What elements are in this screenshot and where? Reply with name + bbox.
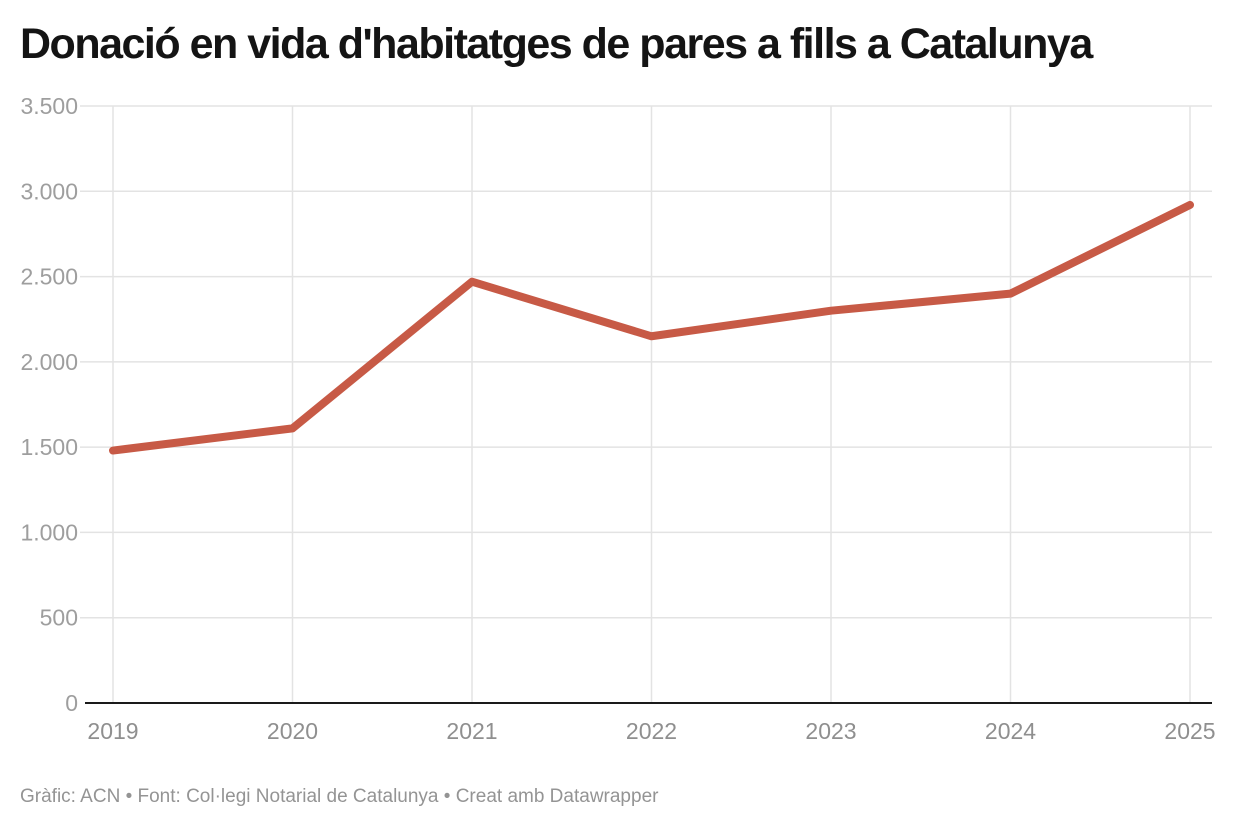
- y-tick-label: 2.500: [20, 264, 78, 290]
- x-tick-label: 2021: [446, 718, 497, 744]
- y-tick-label: 2.000: [20, 349, 78, 375]
- x-gridlines: [112, 106, 1191, 703]
- data-line-group: [109, 200, 1194, 455]
- y-tick-label: 1.500: [20, 434, 78, 460]
- y-tick-label: 0: [65, 690, 78, 716]
- x-axis-labels: 2019 2020 2021 2022 2023 2024 2025: [87, 718, 1215, 744]
- x-tick-label: 2023: [805, 718, 856, 744]
- y-tick-label: 3.000: [20, 178, 78, 204]
- chart-footer: Gràfic: ACN • Font: Col·legi Notarial de…: [20, 786, 659, 807]
- x-tick-label: 2020: [267, 718, 318, 744]
- x-tick-label: 2025: [1164, 718, 1215, 744]
- y-tick-label: 1.000: [20, 519, 78, 545]
- chart-title: Donació en vida d'habitatges de pares a …: [20, 20, 1093, 68]
- y-tick-label: 3.500: [20, 93, 78, 119]
- y-axis-labels: 0 500 1.000 1.500 2.000 2.500 3.000 3.500: [20, 93, 78, 716]
- x-tick-label: 2019: [87, 718, 138, 744]
- x-tick-label: 2022: [626, 718, 677, 744]
- y-tick-label: 500: [40, 605, 78, 631]
- data-line: [109, 200, 1194, 455]
- x-tick-label: 2024: [985, 718, 1036, 744]
- y-gridlines: [80, 105, 1212, 619]
